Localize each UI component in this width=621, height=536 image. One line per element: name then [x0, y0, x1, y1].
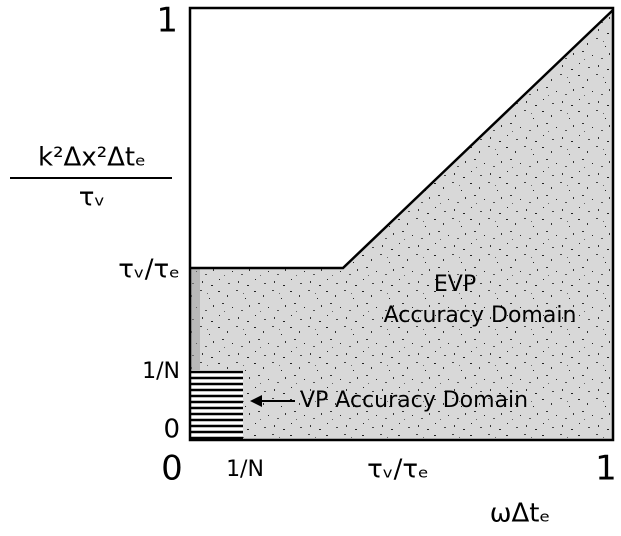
x-tick: 0 [161, 449, 183, 489]
x-label: ωΔtₑ [490, 499, 551, 529]
x-tick: τᵥ/τₑ [367, 455, 429, 485]
x-tick: 1 [595, 449, 617, 489]
y-tick: 1 [156, 1, 178, 41]
x-tick: 1/N [226, 457, 264, 482]
vp-label: VP Accuracy Domain [300, 388, 528, 413]
evp-label: Accuracy Domain [384, 303, 577, 328]
boundary [190, 9, 614, 270]
evp-label: EVP [434, 272, 476, 297]
edge-shade [190, 268, 200, 440]
y-tick: 1/N [142, 359, 180, 384]
y-tick: 0 [163, 415, 180, 445]
evp-region [190, 10, 613, 440]
y-tick: τᵥ/τₑ [118, 255, 180, 285]
arrow-head [250, 395, 262, 407]
vp-region [190, 370, 243, 440]
y-label-numerator: k²Δx²Δtₑ [38, 143, 146, 173]
frame [188, 6, 615, 442]
y-label-denominator: τᵥ [79, 183, 106, 213]
